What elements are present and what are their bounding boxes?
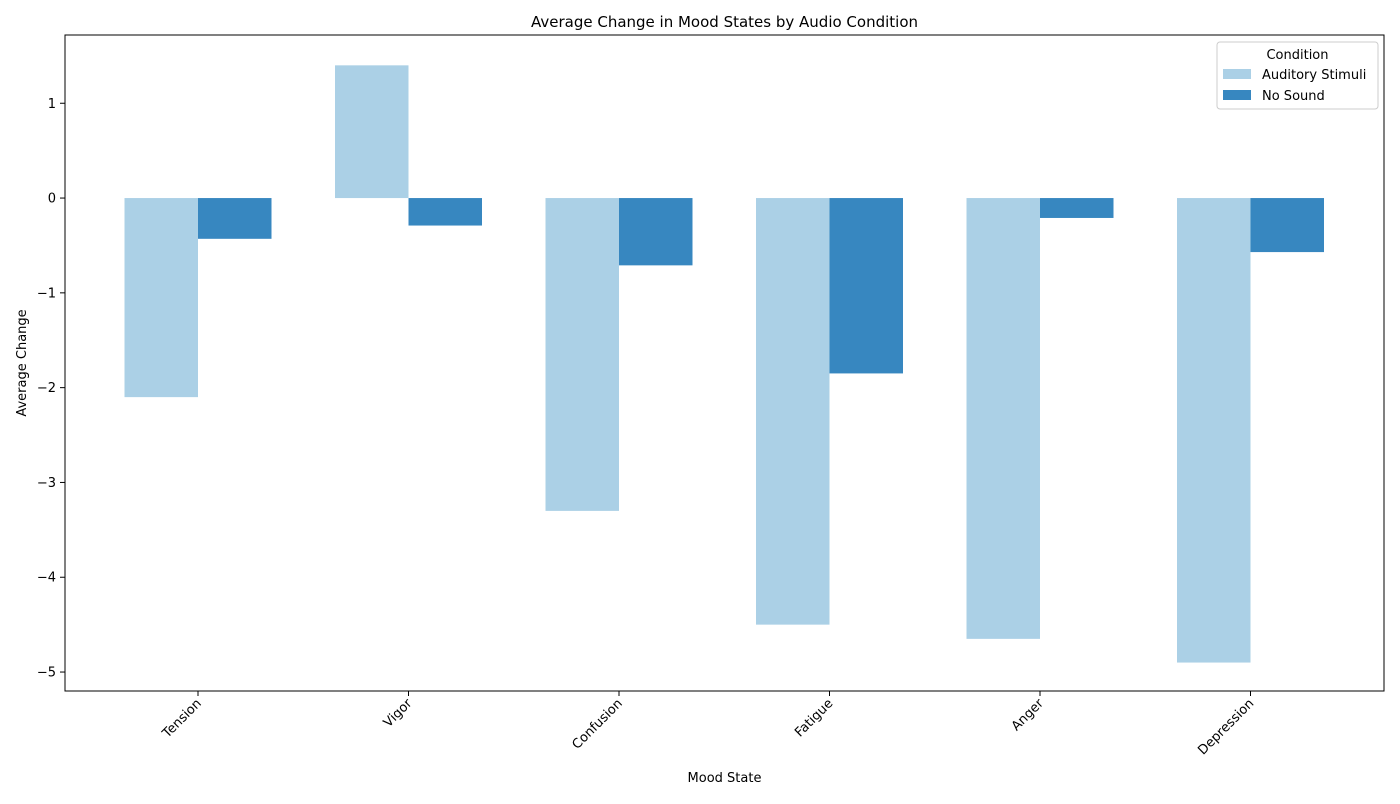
x-tick-label-vigor: Vigor <box>381 696 416 731</box>
bar-fatigue-auditory-stimuli <box>756 198 830 625</box>
legend-label-no-sound: No Sound <box>1262 89 1325 104</box>
x-tick-label-anger: Anger <box>1009 696 1047 734</box>
plot-frame <box>64 34 1385 692</box>
x-tick-label-fatigue: Fatigue <box>792 696 836 740</box>
legend-swatch-auditory-stimuli <box>1223 69 1251 79</box>
bar-tension-no-sound <box>198 198 272 239</box>
bar-anger-auditory-stimuli <box>966 198 1040 639</box>
bar-fatigue-no-sound <box>829 198 903 374</box>
bar-anger-no-sound <box>1040 198 1114 218</box>
bar-confusion-auditory-stimuli <box>545 198 619 511</box>
y-tick-label: −4 <box>37 571 56 586</box>
chart-title: Average Change in Mood States by Audio C… <box>531 13 918 31</box>
bar-tension-auditory-stimuli <box>124 198 198 398</box>
y-tick-label: −3 <box>37 476 56 491</box>
y-tick-label: 1 <box>48 97 56 112</box>
legend-swatch-no-sound <box>1223 90 1251 100</box>
bar-depression-no-sound <box>1250 198 1324 253</box>
bar-vigor-no-sound <box>408 198 482 226</box>
bars-layer <box>124 65 1324 663</box>
y-tick-label: −2 <box>37 381 56 396</box>
x-axis-label: Mood State <box>688 771 762 786</box>
legend-label-auditory-stimuli: Auditory Stimuli <box>1262 68 1366 83</box>
y-tick-label: 0 <box>48 192 56 207</box>
bar-vigor-auditory-stimuli <box>335 65 409 199</box>
x-tick-label-depression: Depression <box>1195 696 1257 758</box>
y-axis-label: Average Change <box>15 309 30 416</box>
bar-confusion-no-sound <box>619 198 693 266</box>
y-tick-label: −1 <box>37 286 56 301</box>
legend-frame <box>1216 41 1379 110</box>
legend-title: Condition <box>1266 48 1328 63</box>
y-tick-label: −5 <box>37 666 56 681</box>
x-tick-label-tension: Tension <box>159 696 205 742</box>
bar-depression-auditory-stimuli <box>1177 198 1251 663</box>
x-tick-label-confusion: Confusion <box>569 696 625 752</box>
legend: Condition Auditory Stimuli No Sound <box>1216 41 1379 110</box>
